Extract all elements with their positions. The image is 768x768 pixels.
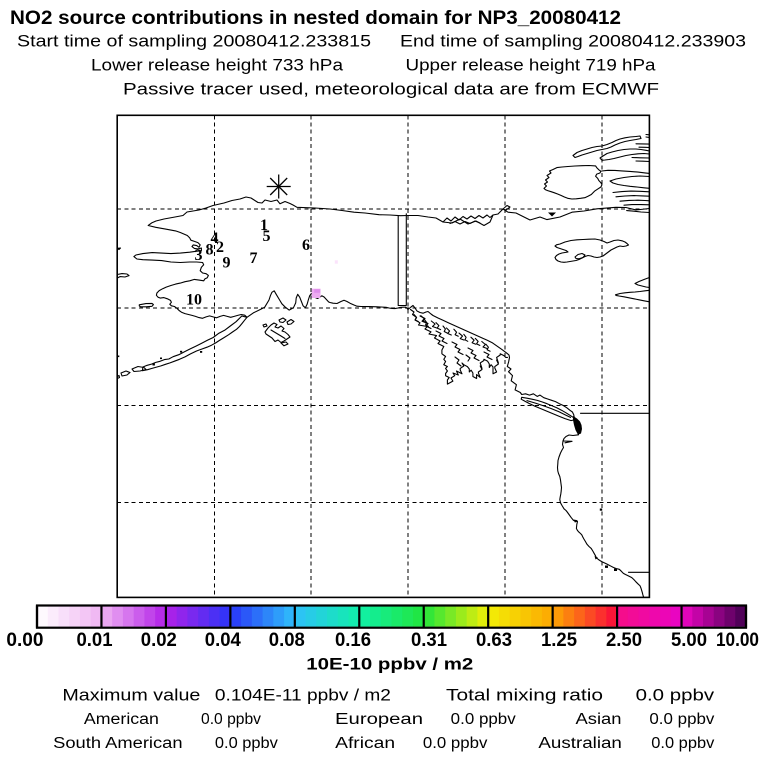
svg-text:Total mixing ratio: Total mixing ratio bbox=[446, 686, 603, 705]
svg-text:1.25: 1.25 bbox=[541, 629, 577, 651]
svg-text:African: African bbox=[335, 735, 395, 752]
svg-text:Start time of sampling 2008041: Start time of sampling 20080412.233815 bbox=[17, 33, 371, 51]
svg-text:0.0 ppbv: 0.0 ppbv bbox=[636, 686, 715, 705]
svg-text:10E-10 ppbv / m2: 10E-10 ppbv / m2 bbox=[306, 655, 473, 673]
svg-text:End time of sampling 20080412.: End time of sampling 20080412.233903 bbox=[400, 33, 746, 51]
svg-text:Passive tracer used, meteorolo: Passive tracer used, meteorological data… bbox=[123, 81, 659, 99]
svg-text:0.31: 0.31 bbox=[411, 629, 447, 651]
svg-text:0.01: 0.01 bbox=[77, 629, 113, 651]
svg-text:6: 6 bbox=[302, 237, 310, 254]
svg-text:3: 3 bbox=[195, 247, 203, 264]
svg-text:Upper release height 719 hPa: Upper release height 719 hPa bbox=[406, 57, 657, 75]
svg-text:2.50: 2.50 bbox=[606, 629, 642, 651]
svg-text:Maximum value: Maximum value bbox=[62, 686, 200, 705]
svg-text:0.0 ppbv: 0.0 ppbv bbox=[649, 711, 714, 728]
svg-text:0.0 ppbv: 0.0 ppbv bbox=[423, 735, 488, 752]
svg-text:5: 5 bbox=[263, 228, 271, 245]
svg-text:Asian: Asian bbox=[576, 711, 622, 728]
svg-text:10: 10 bbox=[186, 292, 202, 309]
svg-text:0.08: 0.08 bbox=[269, 629, 305, 651]
svg-text:0.00: 0.00 bbox=[6, 629, 43, 651]
svg-text:4: 4 bbox=[211, 230, 219, 247]
svg-text:0.63: 0.63 bbox=[476, 629, 512, 651]
svg-text:0.02: 0.02 bbox=[141, 629, 177, 651]
svg-text:0.0 ppbv: 0.0 ppbv bbox=[201, 711, 261, 728]
svg-text:10.00: 10.00 bbox=[716, 629, 759, 651]
svg-text:Australian: Australian bbox=[538, 735, 622, 752]
svg-text:European: European bbox=[335, 711, 423, 728]
svg-text:0.0 ppbv: 0.0 ppbv bbox=[651, 735, 714, 752]
svg-text:0.0 ppbv: 0.0 ppbv bbox=[451, 711, 516, 728]
svg-text:0.104E-11 ppbv / m2: 0.104E-11 ppbv / m2 bbox=[215, 686, 391, 705]
svg-text:1: 1 bbox=[260, 217, 268, 234]
svg-text:2: 2 bbox=[216, 239, 224, 256]
svg-text:8: 8 bbox=[206, 242, 214, 259]
svg-text:9: 9 bbox=[223, 255, 231, 272]
svg-text:5.00: 5.00 bbox=[671, 629, 707, 651]
svg-text:South American: South American bbox=[53, 735, 183, 752]
svg-text:0.0 ppbv: 0.0 ppbv bbox=[215, 735, 278, 752]
svg-text:7: 7 bbox=[250, 250, 258, 267]
svg-text:Lower release height 733 hPa: Lower release height 733 hPa bbox=[91, 57, 344, 75]
svg-text:NO2 source contributions in ne: NO2 source contributions in nested domai… bbox=[10, 8, 621, 29]
svg-text:0.04: 0.04 bbox=[205, 629, 241, 651]
svg-text:American: American bbox=[84, 711, 159, 728]
svg-text:0.16: 0.16 bbox=[335, 629, 371, 651]
